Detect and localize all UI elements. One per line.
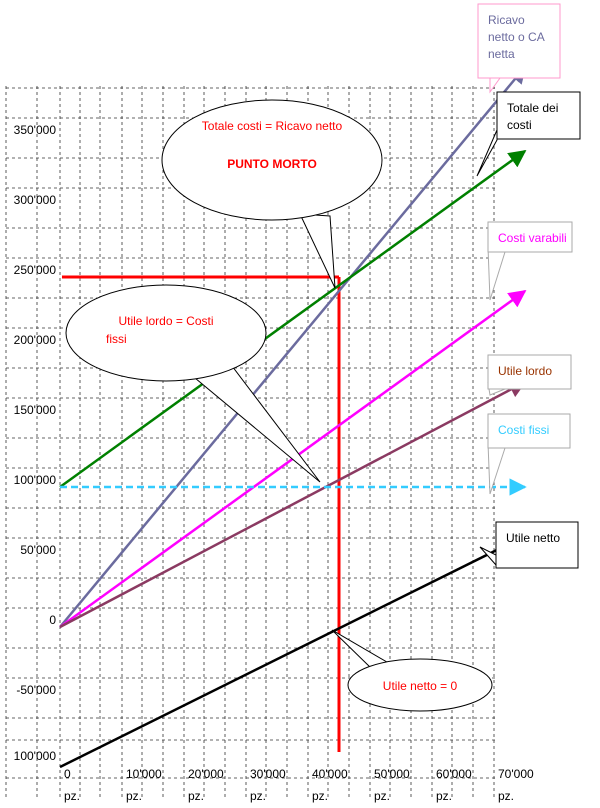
series-line — [59, 149, 527, 489]
y-tick-label: 50'000 — [20, 543, 56, 557]
annotation-text: Utile netto = 0 — [383, 679, 458, 693]
y-tick-label: 100'000 — [14, 749, 57, 763]
y-tick-label: 300'000 — [14, 193, 57, 207]
x-tick-unit: pz. — [64, 789, 80, 803]
annotation-bubble — [347, 658, 493, 712]
x-tick-label: 0 — [64, 767, 71, 781]
series-line — [59, 380, 527, 629]
annotation-bubble — [65, 284, 267, 382]
x-tick-unit: pz. — [436, 789, 452, 803]
x-tick-label: 50'000 — [374, 767, 410, 781]
x-tick-unit: pz. — [250, 789, 266, 803]
callout-tail — [487, 246, 506, 301]
series-label: Utile netto — [506, 531, 560, 545]
y-tick-label: 350'000 — [14, 123, 57, 137]
series-label: Ricavo netto o CA netta — [488, 13, 545, 61]
x-tick-unit: pz. — [312, 789, 328, 803]
x-tick-label: 40'000 — [312, 767, 348, 781]
series-line — [59, 65, 527, 628]
x-tick-unit: pz. — [126, 789, 142, 803]
y-tick-label: 250'000 — [14, 263, 57, 277]
y-tick-label: 150'000 — [14, 403, 57, 417]
series-label: Totale dei costi — [507, 101, 558, 132]
annotation-text: PUNTO MORTO — [227, 157, 317, 171]
y-tick-label: 200'000 — [14, 333, 57, 347]
annotation-text: fissi — [106, 332, 127, 346]
y-tick-label: -50'000 — [16, 683, 56, 697]
break-even-reference-lines — [62, 275, 341, 752]
y-tick-label: 100'000 — [14, 473, 57, 487]
x-tick-label: 10'000 — [126, 767, 162, 781]
series-label-box — [487, 354, 572, 390]
x-tick-label: 70'000 — [498, 767, 534, 781]
x-tick-label: 30'000 — [250, 767, 286, 781]
tick-labels: 350'000 300'000 250'000 200'000 150'000 100'0… — [14, 123, 534, 803]
x-tick-unit: pz. — [374, 789, 390, 803]
annotation-text: Totale costi = Ricavo netto — [202, 119, 343, 133]
series-label-box — [477, 3, 561, 79]
annotation-pointer — [193, 365, 321, 483]
series-label: Costi varabili — [498, 231, 567, 245]
callout-tail — [489, 77, 501, 94]
series-label-box — [496, 91, 581, 140]
series-line — [59, 534, 527, 769]
series-label: Utile lordo — [498, 364, 552, 378]
series-lines — [59, 65, 527, 769]
x-tick-label: 60'000 — [436, 767, 472, 781]
annotation-bubble — [161, 99, 383, 221]
x-tick-label: 20'000 — [188, 767, 224, 781]
annotation-text: Utile lordo = Costi — [118, 314, 213, 328]
series-label-box — [495, 521, 579, 569]
callouts: Ricavo netto o CA netta Totale dei costi Cost… — [65, 3, 581, 712]
y-tick-label: 0 — [49, 613, 56, 627]
series-label-box — [487, 221, 573, 253]
x-tick-unit: pz. — [188, 789, 204, 803]
x-tick-unit: pz. — [498, 789, 514, 803]
series-label-box — [487, 413, 571, 449]
series-label: Costi fissi — [498, 423, 549, 437]
